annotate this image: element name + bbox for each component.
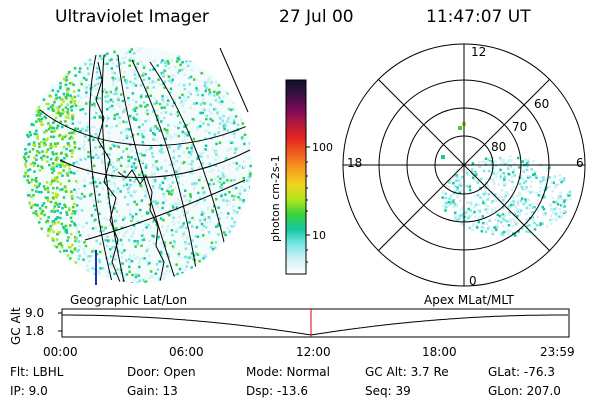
time-label: 11:47:07 UT [426,7,531,27]
mlat-label-70: 70 [512,120,528,134]
timeline-x-tick-0000: 00:00 [43,345,78,359]
field-ip: IP: 9.0 [10,384,48,398]
polar-plot [342,43,586,287]
timeline-plot: GC Alt [9,307,570,345]
mlat-label-80: 80 [491,140,507,154]
timeline-x-tick-2359: 23:59 [540,345,575,359]
field-gain: Gain: 13 [127,384,178,398]
field-dsp: Dsp: -13.6 [246,384,309,398]
aurora-emission-points [22,47,252,283]
timeline-y-tick-9: 9.0 [25,306,45,320]
polar-emission-points [441,122,572,237]
timeline-x-tick-1200: 12:00 [296,345,331,359]
field-glon: GLon: 207.0 [488,384,561,398]
geographic-image [22,47,252,285]
field-mode: Mode: Normal [246,365,330,379]
mlt-label-12: 12 [471,45,487,59]
timeline-y-axis-label: GC Alt [9,307,23,345]
timeline-x-tick-1800: 18:00 [422,345,457,359]
field-glat: GLat: -76.3 [488,365,555,379]
date-label: 27 Jul 00 [279,7,354,27]
colorbar-unit-label: photon cm-2s-1 [269,155,282,242]
field-door: Door: Open [127,365,196,379]
field-filter: Flt: LBHL [10,365,64,379]
timeline-y-tick-1-8: 1.8 [25,324,45,338]
field-gc-alt: GC Alt: 3.7 Re [365,365,449,379]
field-seq: Seq: 39 [365,384,411,398]
colorbar-tick-100: 100 [312,141,333,154]
right-panel-caption: Apex MLat/MLT [424,293,514,307]
mlt-label-6: 6 [576,156,584,170]
mlt-label-18: 18 [347,156,363,170]
timeline-x-tick-0600: 06:00 [169,345,204,359]
left-panel-caption: Geographic Lat/Lon [70,293,188,307]
colorbar: 100 10 photon cm-2s-1 [269,79,333,275]
instrument-title: Ultraviolet Imager [55,7,209,27]
mlat-label-60: 60 [534,97,550,111]
colorbar-tick-10: 10 [312,229,326,242]
mlt-label-0: 0 [469,274,477,288]
